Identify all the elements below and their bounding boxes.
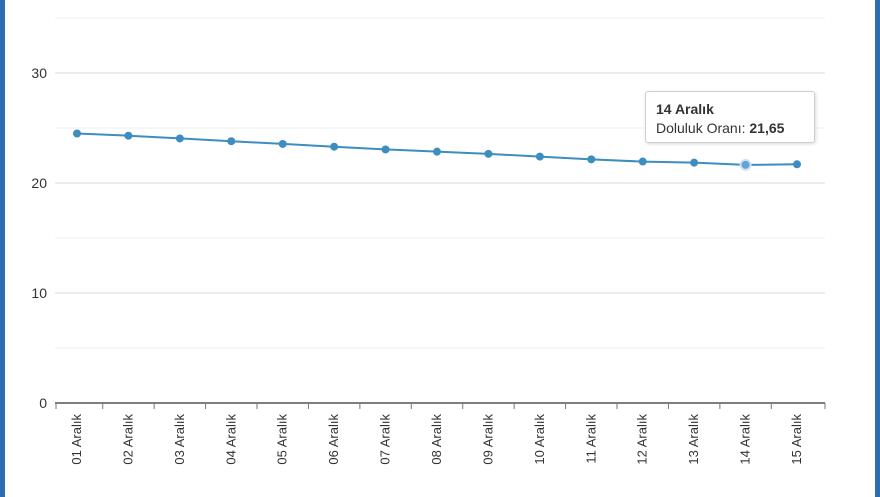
y-tick-label: 10: [31, 285, 47, 301]
grid-lines: [55, 17, 825, 349]
tooltip-title: 14 Aralık: [656, 101, 714, 117]
x-tick-label: 10 Aralık: [532, 414, 547, 465]
x-tick-label: 04 Aralık: [223, 414, 238, 465]
x-tick-label: 05 Aralık: [275, 414, 290, 465]
data-point[interactable]: [690, 158, 699, 167]
data-point[interactable]: [433, 147, 441, 156]
x-tick-label: 13 Aralık: [686, 414, 701, 465]
data-point[interactable]: [330, 142, 339, 151]
x-tick-label: 07 Aralık: [378, 414, 393, 465]
y-axis-ticks: 0 10 20 30: [31, 65, 47, 411]
data-point[interactable]: [739, 158, 752, 171]
x-tick-label: 11 Aralık: [583, 414, 598, 464]
y-tick-label: 20: [31, 175, 47, 191]
x-tick-label: 14 Aralık: [738, 414, 753, 465]
tooltip: 14 Aralık Doluluk Oranı: 21,65: [645, 91, 815, 143]
tooltip-value: 21,65: [749, 120, 785, 136]
x-tick-label: 01 Aralık: [69, 414, 84, 465]
x-tick-label: 03 Aralık: [172, 414, 187, 465]
line-chart: 0 10 20 30 01 Aralık 02 Aralık 03 Aralık 04 Ar…: [31, 17, 826, 465]
data-point[interactable]: [227, 137, 236, 146]
x-tick-label: 08 Aralık: [429, 414, 444, 465]
data-point[interactable]: [175, 134, 184, 143]
x-tick-label: 06 Aralık: [326, 414, 341, 465]
tooltip-body: Doluluk Oranı: 21,65: [656, 119, 804, 138]
data-point[interactable]: [73, 129, 81, 138]
data-point[interactable]: [278, 139, 287, 148]
x-tick-label: 15 Aralık: [789, 414, 804, 465]
data-point[interactable]: [484, 149, 493, 158]
y-tick-label: 0: [39, 395, 47, 411]
x-tick-label: 12 Aralık: [635, 414, 650, 465]
series-points: [73, 129, 801, 171]
data-point[interactable]: [587, 155, 596, 164]
data-point[interactable]: [638, 157, 647, 166]
data-point[interactable]: [381, 145, 390, 154]
x-tick-label: 02 Aralık: [120, 414, 135, 465]
y-tick-label: 30: [31, 65, 47, 81]
x-axis-ticks: 01 Aralık 02 Aralık 03 Aralık 04 Aralık 05 A…: [55, 403, 826, 465]
tooltip-label: Doluluk Oranı:: [656, 120, 750, 136]
data-point[interactable]: [535, 152, 544, 161]
data-point[interactable]: [124, 131, 133, 140]
x-tick-label: 09 Aralık: [480, 414, 495, 465]
data-point[interactable]: [793, 160, 801, 169]
